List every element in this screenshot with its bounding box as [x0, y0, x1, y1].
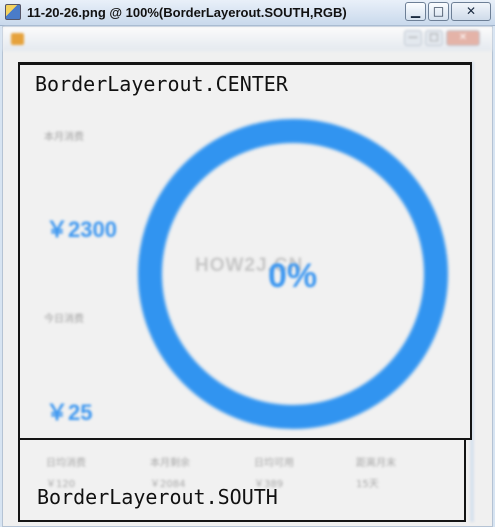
maximize-button[interactable]: □ [428, 2, 449, 21]
south-region-label: BorderLayerout.SOUTH [37, 485, 278, 509]
close-button[interactable]: ✕ [451, 2, 491, 21]
stat-value: ￥120 [46, 479, 76, 490]
stat-label: 本月剩余 [150, 458, 190, 469]
image-file-icon [5, 4, 21, 20]
stat-label: 日均消费 [46, 458, 86, 469]
app-window-controls: — □ ✕ [404, 30, 480, 46]
south-stat: 距离月末 15天 [356, 454, 396, 490]
stat-label: 日均可用 [254, 458, 294, 469]
app-close-button[interactable]: ✕ [446, 30, 480, 46]
month-spend-caption: 本月消费 [44, 132, 84, 143]
south-stat: 本月剩余 ￥2084 [150, 454, 190, 490]
south-stat: 日均消费 ￥120 [46, 454, 86, 490]
viewer-title-bar: 11-20-26.png @ 100%(BorderLayerout.SOUTH… [0, 0, 495, 26]
month-spend-value: ￥2300 [46, 217, 117, 242]
app-maximize-button[interactable]: □ [425, 30, 443, 46]
app-title-bar: — □ ✕ [3, 27, 492, 51]
stat-value: ￥2084 [150, 479, 186, 490]
watermark: HOW2J.CN [195, 255, 304, 276]
window-controls: ▁ □ ✕ [405, 2, 491, 21]
stat-value: 15天 [356, 479, 379, 490]
progress-percent: 0% [268, 257, 318, 295]
java-app-icon [11, 33, 24, 45]
center-panel: BorderLayerout.CENTER 本月消费 ￥2300 今日消费 ￥2… [18, 62, 472, 440]
today-spend-caption: 今日消费 [44, 314, 84, 325]
south-panel: 日均消费 ￥120 本月剩余 ￥2084 日均可用 ￥389 距离月末 15天 … [18, 438, 466, 522]
stat-label: 距离月末 [356, 458, 396, 469]
window-edge [470, 62, 474, 522]
stat-value: ￥389 [254, 479, 284, 490]
center-region-label: BorderLayerout.CENTER [35, 72, 288, 96]
window-title: 11-20-26.png @ 100%(BorderLayerout.SOUTH… [27, 5, 347, 20]
south-stat: 日均可用 ￥389 [254, 454, 294, 490]
minimize-button[interactable]: ▁ [405, 2, 426, 21]
today-spend-value: ￥25 [46, 400, 93, 425]
app-minimize-button[interactable]: — [404, 30, 422, 46]
